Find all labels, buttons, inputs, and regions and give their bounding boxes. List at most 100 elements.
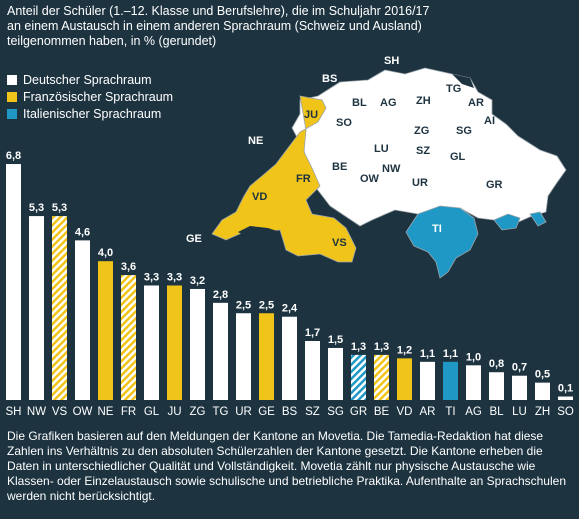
map-label-zg: ZG — [414, 125, 429, 137]
legend-label: Italienischer Sprachraum — [23, 106, 162, 121]
map-label-so: SO — [336, 117, 352, 129]
category-label: BL — [489, 406, 504, 418]
bar-value-label: 6,8 — [6, 150, 21, 162]
chart-title: Anteil der Schüler (1.–12. Klasse und Be… — [7, 4, 430, 48]
bar-sz — [305, 341, 320, 400]
category-label: ZH — [535, 406, 550, 418]
map-region-italian — [405, 205, 479, 279]
map-label-sg: SG — [456, 125, 472, 137]
category-label: VS — [52, 406, 68, 418]
bar-nw — [29, 216, 44, 400]
lake-constance — [452, 74, 474, 88]
bar-vd — [397, 358, 412, 400]
bar-value-label: 4,6 — [75, 226, 90, 238]
bar-value-label: 1,7 — [305, 327, 320, 339]
category-label: TI — [445, 406, 455, 418]
bar-ur — [236, 313, 251, 400]
bar-value-label: 3,3 — [144, 271, 159, 283]
map-label-nw: NW — [382, 163, 401, 175]
bar-gr — [351, 354, 366, 400]
bar-tg — [213, 302, 228, 400]
category-label: NW — [27, 406, 46, 418]
map-label-be: BE — [332, 161, 347, 173]
bar-value-label: 0,1 — [558, 383, 573, 395]
lake-geneva — [238, 226, 280, 238]
map-label-gr: GR — [486, 179, 503, 191]
bar-ge — [259, 313, 274, 400]
category-label: GR — [350, 406, 367, 418]
bar-zh — [535, 382, 550, 400]
legend-swatch — [7, 108, 17, 119]
bar-zg — [190, 288, 205, 400]
category-label: AG — [465, 406, 482, 418]
map-label-ti: TI — [432, 223, 442, 235]
map-label-sh: SH — [384, 55, 399, 67]
map-label-vs: VS — [332, 237, 347, 249]
bar-value-label: 4,0 — [98, 247, 113, 259]
bar-value-label: 1,2 — [397, 344, 412, 356]
map-label-ur: UR — [412, 177, 428, 189]
category-label: FR — [121, 406, 136, 418]
map-label-zh: ZH — [416, 95, 431, 107]
map-label-bs: BS — [322, 73, 337, 85]
bar-value-label: 1,3 — [374, 341, 389, 353]
legend-label: Französischer Sprachraum — [23, 89, 174, 104]
bar-value-label: 3,3 — [167, 271, 182, 283]
map-label-lu: LU — [374, 143, 389, 155]
bar-ti — [443, 361, 458, 400]
bar-value-label: 1,5 — [328, 334, 343, 346]
bar-ag — [466, 365, 481, 400]
map-label-ne: NE — [248, 135, 263, 147]
map-label-vd: VD — [252, 191, 267, 203]
category-label: TG — [213, 406, 229, 418]
category-label: BE — [374, 406, 390, 418]
category-label: SG — [327, 406, 344, 418]
bar-value-label: 5,3 — [52, 202, 67, 214]
map-label-bl: BL — [352, 97, 367, 109]
legend-item: Italienischer Sprachraum — [7, 105, 173, 122]
bar-value-label: 3,6 — [121, 261, 136, 273]
bar-be — [374, 354, 389, 400]
category-label: GE — [258, 406, 275, 418]
bar-value-label: 2,5 — [259, 299, 274, 311]
map-label-ar: AR — [468, 97, 484, 109]
bar-value-label: 5,3 — [29, 202, 44, 214]
map-label-ag: AG — [380, 97, 397, 109]
map-label-fr: FR — [296, 173, 311, 185]
category-label: NE — [98, 406, 114, 418]
bar-value-label: 1,3 — [351, 341, 366, 353]
legend-swatch — [7, 91, 17, 102]
map-label-ow: OW — [360, 173, 380, 185]
bar-value-label: 1,1 — [443, 348, 458, 360]
category-label: UR — [235, 406, 252, 418]
legend-item: Deutscher Sprachraum — [7, 71, 173, 88]
category-label: GL — [144, 406, 160, 418]
legend-item: Französischer Sprachraum — [7, 88, 173, 105]
bar-value-label: 2,5 — [236, 299, 251, 311]
map-region-italian-grisons — [493, 213, 521, 231]
bar-vs — [52, 216, 67, 400]
footnote: Die Grafiken basieren auf den Meldungen … — [7, 429, 566, 503]
map-region-italian-grisons-east — [529, 211, 547, 227]
bar-sh — [6, 164, 21, 400]
bar-so — [558, 396, 573, 400]
bar-value-label: 0,5 — [535, 369, 550, 381]
map-label-tg: TG — [446, 83, 461, 95]
legend-swatch — [7, 74, 17, 85]
bar-ne — [98, 261, 113, 400]
category-label: SO — [557, 406, 574, 418]
category-label: BS — [282, 406, 298, 418]
bar-value-label: 1,0 — [466, 351, 481, 363]
map-label-ju: JU — [304, 109, 318, 121]
category-label: AR — [420, 406, 436, 418]
bar-value-label: 2,8 — [213, 289, 228, 301]
bar-value-label: 0,8 — [489, 358, 504, 370]
bar-ar — [420, 361, 435, 400]
bar-gl — [144, 285, 159, 400]
bar-value-label: 1,1 — [420, 348, 435, 360]
legend: Deutscher Sprachraum Französischer Sprach… — [7, 71, 173, 122]
bar-bl — [489, 372, 504, 400]
